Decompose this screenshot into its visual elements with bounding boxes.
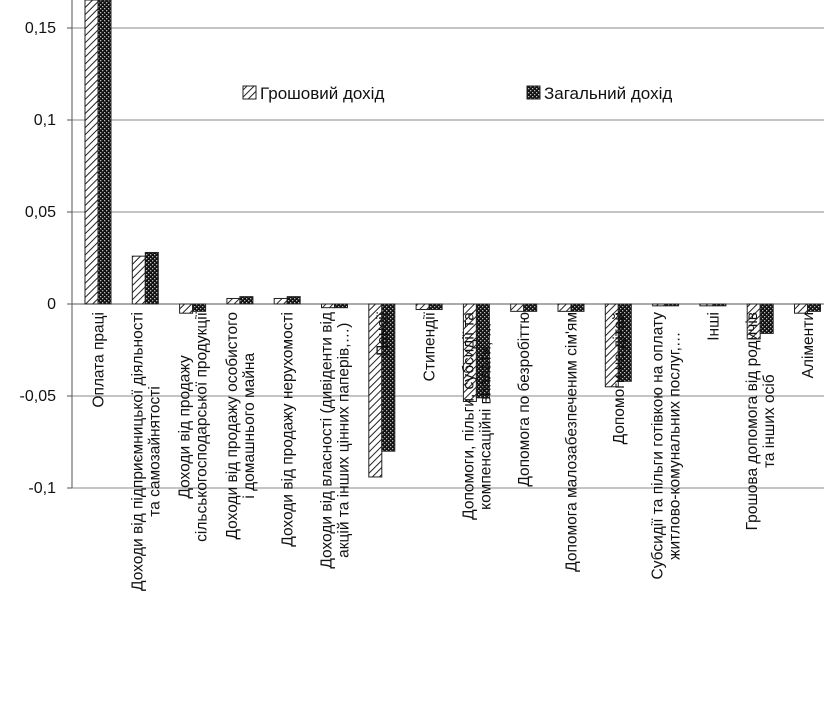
bar-cash-0 (85, 0, 98, 304)
x-category-label: Аліменти (800, 312, 817, 378)
y-tick-label: 0,15 (25, 20, 56, 37)
x-category-label-line: Доходи від продажу особистого (224, 312, 241, 540)
x-category-label: Допомоги, пільги, субсидії такомпенсацій… (460, 312, 494, 520)
bar-total-2 (193, 304, 206, 311)
bar-cash-15 (795, 304, 808, 313)
bar-cash-9 (511, 304, 524, 311)
y-tick-label: -0,05 (20, 388, 57, 405)
y-tick-label: 0,05 (25, 204, 56, 221)
x-category-label-line: Доходи від продажу (177, 355, 194, 499)
x-category-label: Доходи від продажу особистогоі домашньог… (224, 312, 258, 540)
bar-total-13 (713, 304, 726, 306)
category-labels: Оплата праці Доходи від підприємницької д… (91, 311, 824, 591)
bar-total-0 (98, 0, 111, 304)
x-category-label-line: Аліменти (800, 312, 817, 378)
bar-cash-1 (132, 256, 145, 304)
x-category-label: Стипендії (422, 311, 439, 381)
x-category-label-line: Доходи від власності (дивіденти від (319, 312, 336, 569)
x-category-label-line: Грошова допомога від родичів (744, 312, 761, 530)
legend-swatch-hatched (243, 86, 256, 99)
y-tick-label: 0,1 (34, 112, 56, 129)
bar-total-10 (571, 304, 584, 311)
y-tick-label: 0 (47, 296, 56, 313)
bar-cash-10 (558, 304, 571, 311)
x-category-label-line: та інших осіб (761, 374, 778, 468)
x-category-label-line: Субсидії та пільги готівкою на оплату (650, 312, 667, 580)
bar-cash-7 (416, 304, 429, 310)
x-category-label: Доходи від підприємницької діяльностіта … (129, 312, 163, 591)
x-category-label: Пенсії (374, 311, 391, 356)
y-tick-label: -0,1 (28, 480, 56, 497)
bar-cash-13 (700, 304, 713, 306)
bar-total-9 (524, 304, 537, 311)
bar-total-1 (145, 252, 158, 304)
bar-total-15 (808, 304, 821, 311)
bar-cash-4 (274, 298, 287, 304)
x-category-label: Оплата праці (91, 312, 108, 408)
bar-total-7 (429, 304, 442, 310)
x-category-label-line: Доходи від підприємницької діяльності (129, 312, 146, 591)
x-category-label-line: Оплата праці (91, 312, 108, 408)
bar-cash-3 (227, 298, 240, 304)
x-category-label: Допомога по безробіттю (516, 312, 533, 487)
legend: Грошовий дохід Загальний дохід (243, 84, 672, 103)
x-category-label: Інші (705, 312, 722, 341)
x-category-label-line: акцій та інших цінних паперів,…) (336, 323, 353, 558)
x-category-label: Доходи від власності (дивіденти відакцій… (319, 312, 353, 569)
x-category-label-line: компенсаційні виплати, … (477, 322, 494, 510)
x-category-label: Допомога малозабезпеченим сім'ям (564, 312, 581, 572)
bar-total-12 (666, 304, 679, 306)
x-category-label: Доходи від продажу нерухомості (280, 312, 297, 547)
x-category-label: Грошова допомога від родичівта інших осі… (744, 312, 778, 530)
x-category-label-line: Стипендії (422, 311, 439, 381)
x-category-label-line: житлово-комунальних послуг,… (667, 332, 684, 560)
x-category-label: Субсидії та пільги готівкою на оплатужит… (650, 312, 684, 580)
x-category-label-line: та самозайнятості (146, 386, 163, 517)
x-category-label-line: Допомога малозабезпеченим сім'ям (564, 312, 581, 572)
legend-label-total-income: Загальний дохід (544, 84, 672, 103)
bar-total-4 (287, 297, 300, 304)
x-category-label-line: і домашнього майна (241, 353, 258, 499)
legend-swatch-checkered (527, 86, 540, 99)
x-category-label: Допомоги на дітей (611, 312, 628, 444)
x-category-label: Доходи від продажусільськогосподарської … (177, 311, 211, 542)
bar-total-5 (335, 304, 348, 308)
x-category-label-line: Інші (705, 312, 722, 341)
x-category-label-line: Допомоги, пільги, субсидії та (460, 312, 477, 520)
bar-total-3 (240, 297, 253, 304)
x-category-label-line: сільськогосподарської продукції (194, 311, 211, 542)
x-category-label-line: Доходи від продажу нерухомості (280, 312, 297, 547)
legend-label-cash-income: Грошовий дохід (260, 84, 384, 103)
x-category-label-line: Допомога по безробіттю (516, 312, 533, 487)
x-category-label-line: Допомоги на дітей (611, 312, 628, 444)
bar-cash-12 (653, 304, 666, 306)
bar-total-14 (760, 304, 773, 333)
bar-cash-2 (180, 304, 193, 313)
x-category-label-line: Пенсії (374, 311, 391, 356)
bar-cash-5 (322, 304, 335, 308)
